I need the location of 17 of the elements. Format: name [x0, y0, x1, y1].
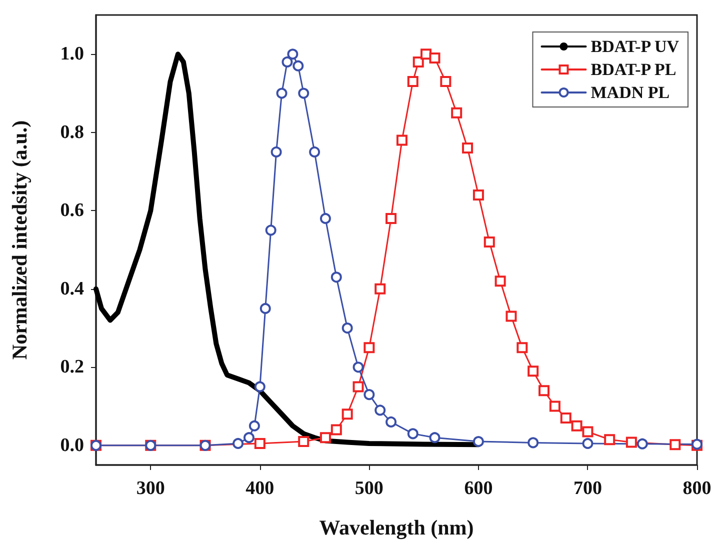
x-tick-label: 600: [464, 478, 493, 499]
legend-label: MADN PL: [590, 83, 670, 102]
y-tick-label: 0.0: [60, 434, 84, 456]
legend-label: BDAT-P PL: [590, 60, 676, 79]
legend-label: BDAT-P UV: [590, 37, 680, 56]
x-tick-label: 300: [136, 478, 165, 499]
x-tick-label: 500: [354, 478, 384, 499]
y-tick-label: 0.2: [60, 356, 84, 378]
y-tick-label: 0.4: [60, 278, 84, 300]
y-tick-label: 0.8: [60, 122, 84, 143]
y-axis-title: Normalized intedsity (a.u.): [8, 120, 32, 360]
y-tick-label: 0.6: [60, 200, 84, 222]
x-axis-title: Wavelength (nm): [319, 516, 474, 540]
y-tick-label: 1.0: [60, 44, 84, 65]
x-tick-label: 400: [246, 478, 274, 499]
x-tick-label: 700: [573, 478, 602, 499]
x-tick-label: 800: [682, 478, 712, 499]
